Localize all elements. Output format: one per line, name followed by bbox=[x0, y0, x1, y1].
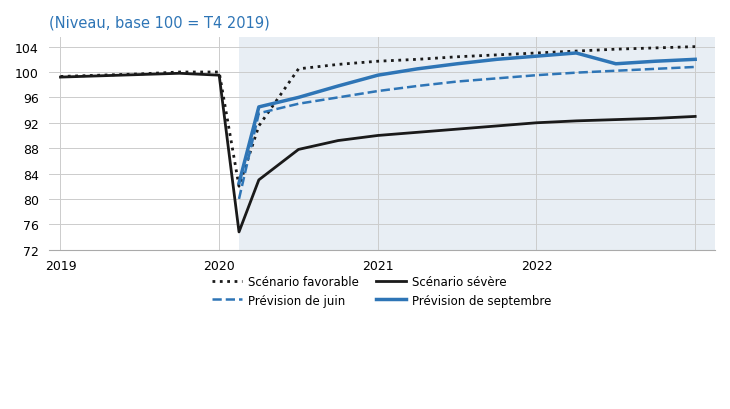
Text: (Niveau, base 100 = T4 2019): (Niveau, base 100 = T4 2019) bbox=[49, 15, 269, 30]
Legend: Scénario favorable, Prévision de juin, Scénario sévère, Prévision de septembre: Scénario favorable, Prévision de juin, S… bbox=[207, 271, 556, 312]
Bar bbox=[239, 38, 715, 250]
